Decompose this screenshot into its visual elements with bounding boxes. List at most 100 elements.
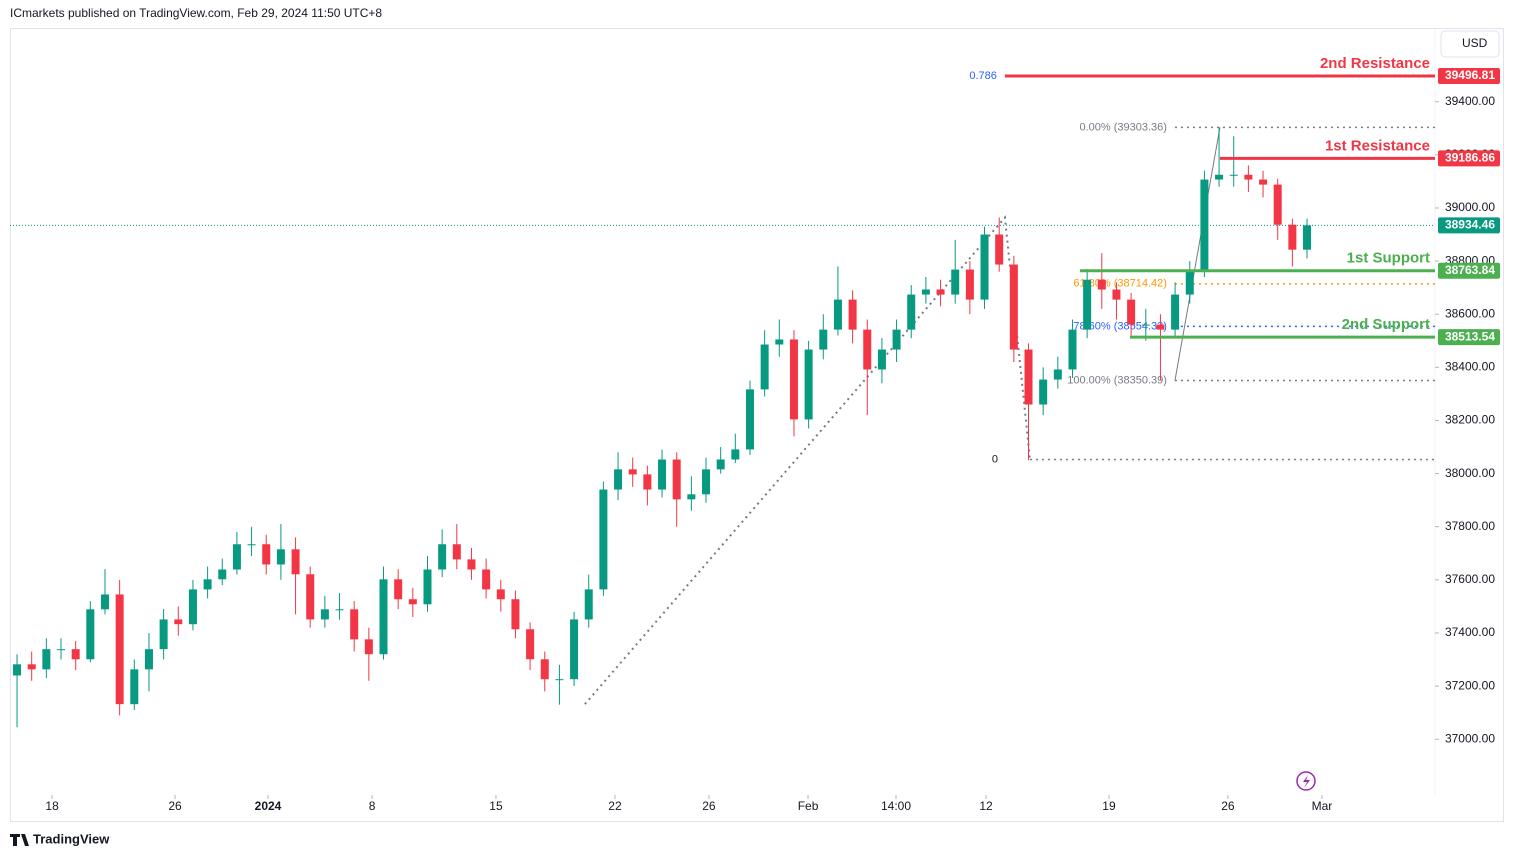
candle-body xyxy=(86,609,95,660)
price-box xyxy=(1438,68,1500,85)
currency-button[interactable] xyxy=(1440,30,1500,58)
candle-body xyxy=(716,459,725,470)
candle-body xyxy=(643,474,652,490)
candle-body xyxy=(731,449,740,460)
candle-body xyxy=(1053,369,1062,380)
candle-body xyxy=(614,469,623,490)
trend-line xyxy=(584,215,1031,705)
candle-body xyxy=(350,609,359,640)
candle-body xyxy=(526,629,535,660)
y-tick-label: 37600.00 xyxy=(1445,572,1495,586)
candle-body xyxy=(658,459,667,490)
candle-body xyxy=(892,329,901,350)
candle-body xyxy=(100,594,109,610)
candle-body xyxy=(174,619,183,625)
candle-body xyxy=(1024,349,1033,405)
last-price-label: 38934.46 xyxy=(1445,218,1495,232)
candle-body xyxy=(1288,224,1297,250)
candle-body xyxy=(452,544,461,560)
candle-body xyxy=(599,489,608,590)
candle-body xyxy=(262,544,271,565)
candle-body xyxy=(130,669,139,705)
candle-body xyxy=(995,234,1004,265)
candle-body xyxy=(1273,184,1282,225)
candle-body xyxy=(320,609,329,620)
candle-body xyxy=(1156,324,1165,330)
price-label: 38513.54 xyxy=(1445,329,1495,343)
x-tick-label: Mar xyxy=(1312,799,1333,813)
fib-label: 78.60% (38554.33) xyxy=(1073,320,1167,332)
price-box xyxy=(1438,329,1500,346)
candle-body xyxy=(789,339,798,420)
candle-body xyxy=(1185,269,1194,295)
candle-body xyxy=(1083,279,1092,330)
events-icon[interactable] xyxy=(1296,771,1316,791)
candle-body xyxy=(687,494,696,500)
level-ratio: 0.786 xyxy=(969,70,997,82)
candle-body xyxy=(511,599,520,630)
candle-body xyxy=(394,579,403,600)
y-tick-label: 37400.00 xyxy=(1445,625,1495,639)
candle-body xyxy=(848,299,857,330)
candle-body xyxy=(863,329,872,370)
tv-logo xyxy=(10,834,29,846)
trend-line xyxy=(1174,127,1221,381)
candle-body xyxy=(71,649,80,660)
y-tick-label: 39400.00 xyxy=(1445,94,1495,108)
candle-body xyxy=(291,549,300,575)
x-tick-label: 26 xyxy=(702,799,716,813)
candle-body xyxy=(1215,174,1224,180)
candle-body xyxy=(951,269,960,295)
candle-body xyxy=(1112,289,1121,300)
x-tick-label: Feb xyxy=(798,799,819,813)
x-tick-label: 18 xyxy=(45,799,59,813)
candle-body xyxy=(364,639,373,655)
candle-body xyxy=(775,339,784,345)
candle-body xyxy=(833,299,842,330)
price-label: 38763.84 xyxy=(1445,263,1495,277)
y-tick-label: 38000.00 xyxy=(1445,466,1495,480)
candle-body xyxy=(408,599,417,605)
candle-body xyxy=(13,664,22,676)
candle-body xyxy=(702,469,711,495)
candle-body xyxy=(1244,174,1253,180)
candle-body xyxy=(42,649,51,670)
x-tick-label: 14:00 xyxy=(881,799,911,813)
candle-body xyxy=(555,679,564,681)
y-tick-label: 38400.00 xyxy=(1445,360,1495,374)
candle-body xyxy=(1303,225,1312,250)
candle-body xyxy=(423,569,432,605)
candle-body xyxy=(1171,294,1180,330)
candle-body xyxy=(144,649,153,670)
candle-body xyxy=(438,544,447,570)
candle-body xyxy=(276,549,285,565)
y-tick-label: 38600.00 xyxy=(1445,306,1495,320)
level-name: 2nd Support xyxy=(1342,316,1430,333)
candle-body xyxy=(159,619,168,650)
currency: USD xyxy=(1462,36,1488,50)
candle-body xyxy=(27,664,36,670)
candle-body xyxy=(306,574,315,620)
fib-zero-label: 0 xyxy=(992,453,998,465)
candle-body xyxy=(921,289,930,295)
candle-body xyxy=(584,589,593,620)
events-icon-bolt xyxy=(1303,775,1310,788)
candle-body xyxy=(496,589,505,600)
fib-label: 100.00% (38350.39) xyxy=(1067,374,1167,386)
x-tick-label: 22 xyxy=(608,799,622,813)
x-tick-label: 12 xyxy=(979,799,993,813)
candle-body xyxy=(672,459,681,500)
price-box xyxy=(1438,262,1500,279)
candle-body xyxy=(247,544,256,546)
candle-body xyxy=(232,544,241,570)
y-tick-label: 37200.00 xyxy=(1445,678,1495,692)
candle-body xyxy=(965,269,974,300)
x-tick-label: 26 xyxy=(1221,799,1235,813)
fib-label: 0.00% (39303.36) xyxy=(1079,121,1166,133)
candle-body xyxy=(379,579,388,655)
candle-body xyxy=(936,289,945,295)
price-label: 39496.81 xyxy=(1445,68,1495,82)
candle-body xyxy=(203,579,212,590)
candle-body xyxy=(482,569,491,590)
